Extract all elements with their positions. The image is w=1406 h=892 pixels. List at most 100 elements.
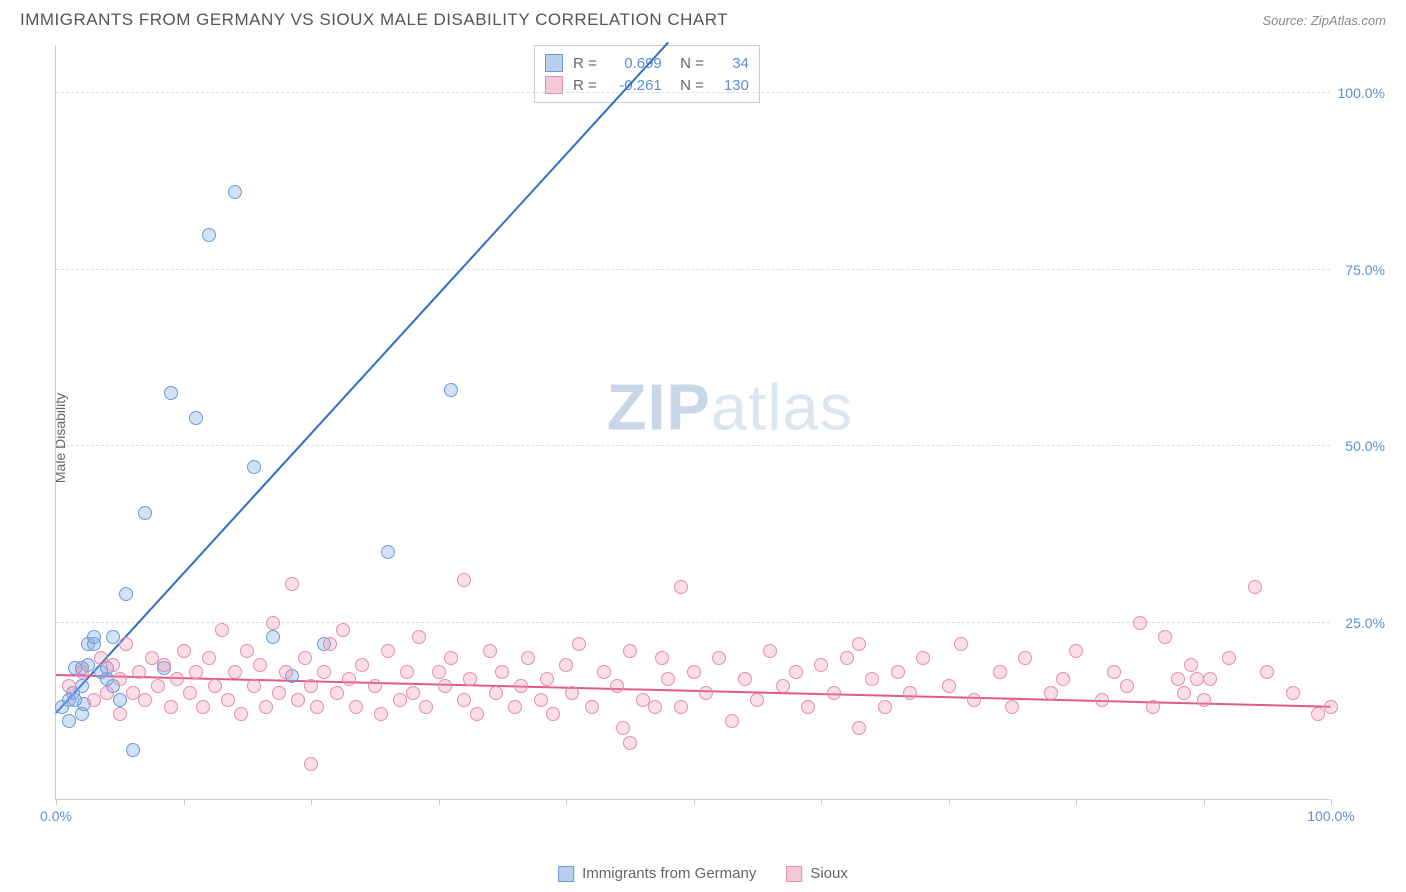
chart-source: Source: ZipAtlas.com xyxy=(1262,13,1386,28)
data-point xyxy=(942,679,956,693)
data-point xyxy=(285,577,299,591)
legend-swatch xyxy=(545,54,563,72)
data-point xyxy=(891,665,905,679)
data-point xyxy=(623,736,637,750)
data-point xyxy=(878,700,892,714)
x-tick-label: 0.0% xyxy=(40,808,72,824)
legend-swatch xyxy=(558,866,574,882)
data-point xyxy=(100,686,114,700)
chart-title: IMMIGRANTS FROM GERMANY VS SIOUX MALE DI… xyxy=(20,10,728,30)
data-point xyxy=(1260,665,1274,679)
data-point xyxy=(62,714,76,728)
data-point xyxy=(323,637,337,651)
legend-swatch xyxy=(545,76,563,94)
data-point xyxy=(1018,651,1032,665)
bottom-legend: Immigrants from GermanySioux xyxy=(558,865,848,882)
chart-header: IMMIGRANTS FROM GERMANY VS SIOUX MALE DI… xyxy=(0,0,1406,35)
data-point xyxy=(170,672,184,686)
data-point xyxy=(247,679,261,693)
data-point xyxy=(514,679,528,693)
data-point xyxy=(521,651,535,665)
x-tick xyxy=(1076,799,1077,805)
x-tick xyxy=(1204,799,1205,805)
data-point xyxy=(1184,658,1198,672)
data-point xyxy=(119,637,133,651)
data-point xyxy=(253,658,267,672)
data-point xyxy=(1005,700,1019,714)
data-point xyxy=(852,721,866,735)
data-point xyxy=(381,644,395,658)
data-point xyxy=(208,679,222,693)
data-point xyxy=(597,665,611,679)
data-point xyxy=(444,383,458,397)
data-point xyxy=(75,679,89,693)
data-point xyxy=(438,679,452,693)
data-point xyxy=(1311,707,1325,721)
bottom-legend-item: Immigrants from Germany xyxy=(558,865,756,882)
data-point xyxy=(616,721,630,735)
data-point xyxy=(674,700,688,714)
data-point xyxy=(87,693,101,707)
data-point xyxy=(330,686,344,700)
data-point xyxy=(342,672,356,686)
data-point xyxy=(1095,693,1109,707)
data-point xyxy=(132,665,146,679)
data-point xyxy=(1222,651,1236,665)
data-point xyxy=(903,686,917,700)
data-point xyxy=(164,386,178,400)
data-point xyxy=(400,665,414,679)
data-point xyxy=(177,644,191,658)
data-point xyxy=(298,651,312,665)
data-point xyxy=(221,693,235,707)
data-point xyxy=(470,707,484,721)
data-point xyxy=(189,411,203,425)
data-point xyxy=(1203,672,1217,686)
data-point xyxy=(266,630,280,644)
data-point xyxy=(157,658,171,672)
x-tick xyxy=(1331,799,1332,805)
data-point xyxy=(1133,616,1147,630)
data-point xyxy=(240,644,254,658)
data-point xyxy=(750,693,764,707)
data-point xyxy=(865,672,879,686)
data-point xyxy=(495,665,509,679)
data-point xyxy=(432,665,446,679)
data-point xyxy=(151,679,165,693)
data-point xyxy=(993,665,1007,679)
data-point xyxy=(304,679,318,693)
data-point xyxy=(1286,686,1300,700)
data-point xyxy=(1324,700,1338,714)
watermark-atlas: atlas xyxy=(711,370,853,443)
data-point xyxy=(916,651,930,665)
data-point xyxy=(1248,580,1262,594)
data-point xyxy=(1056,672,1070,686)
data-point xyxy=(840,651,854,665)
data-point xyxy=(374,707,388,721)
data-point xyxy=(1197,693,1211,707)
data-point xyxy=(852,637,866,651)
data-point xyxy=(1171,672,1185,686)
gridline xyxy=(56,92,1330,93)
data-point xyxy=(801,700,815,714)
stat-n-value: 34 xyxy=(714,55,749,72)
data-point xyxy=(489,686,503,700)
trend-line xyxy=(55,42,668,714)
data-point xyxy=(113,693,127,707)
data-point xyxy=(789,665,803,679)
data-point xyxy=(355,658,369,672)
data-point xyxy=(138,693,152,707)
chart-container: Male Disability ZIPatlas R =0.699 N =34R… xyxy=(55,45,1385,830)
data-point xyxy=(610,679,624,693)
gridline xyxy=(56,269,1330,270)
data-point xyxy=(406,686,420,700)
y-tick-label: 75.0% xyxy=(1345,262,1385,278)
data-point xyxy=(381,545,395,559)
y-tick-label: 100.0% xyxy=(1338,85,1385,101)
x-tick xyxy=(184,799,185,805)
data-point xyxy=(565,686,579,700)
watermark-zip: ZIP xyxy=(607,370,711,443)
data-point xyxy=(393,693,407,707)
data-point xyxy=(272,686,286,700)
x-tick xyxy=(694,799,695,805)
data-point xyxy=(534,693,548,707)
